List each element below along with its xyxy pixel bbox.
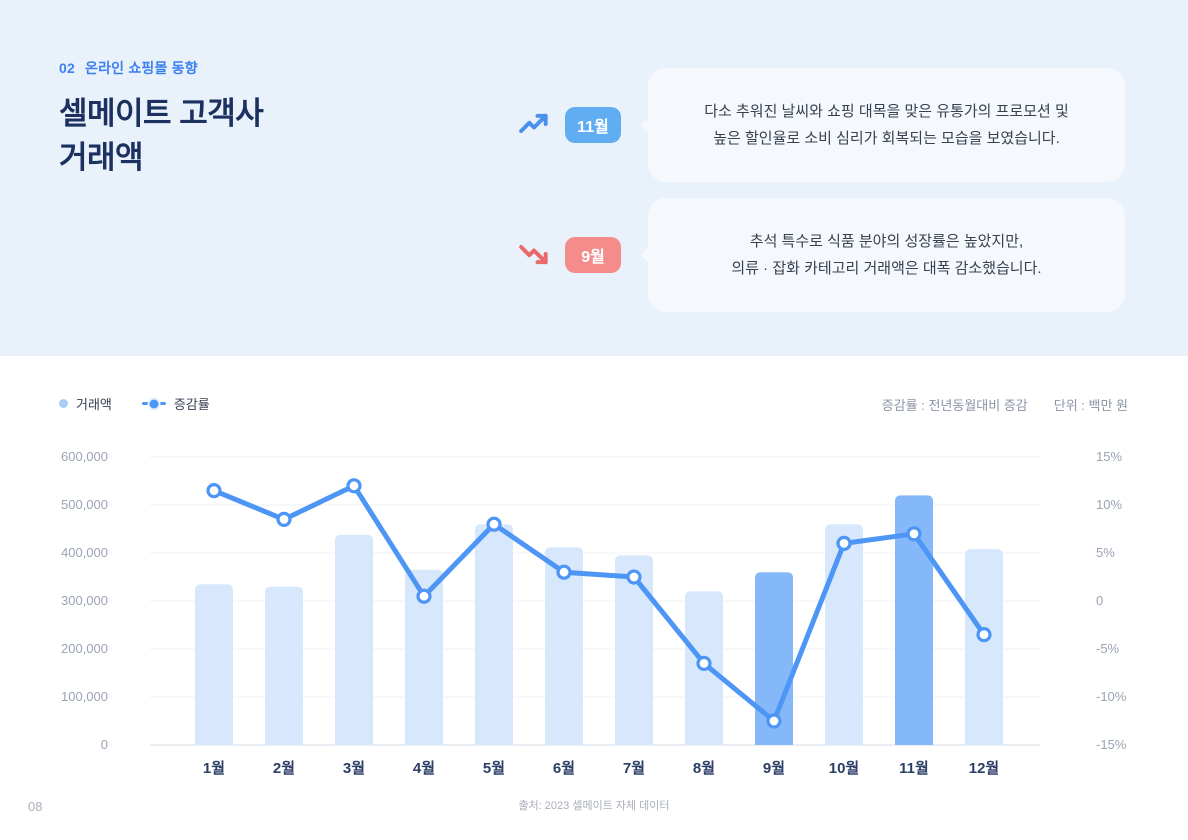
svg-text:500,000: 500,000 <box>61 497 108 512</box>
page-number: 08 <box>28 799 43 814</box>
svg-text:-15%: -15% <box>1096 737 1127 752</box>
top-banner: 02 온라인 쇼핑몰 동향 셀메이트 고객사 거래액 11월 다소 추워진 날씨와… <box>0 0 1188 356</box>
svg-text:1월: 1월 <box>203 760 225 777</box>
trend-down-icon <box>518 240 550 268</box>
svg-text:10%: 10% <box>1096 497 1122 512</box>
svg-text:0: 0 <box>101 737 108 752</box>
chart-notes: 증감률 : 전년동월대비 증감 단위 : 백만 원 <box>882 395 1128 414</box>
callout-november-line1: 다소 추워진 날씨와 쇼핑 대목을 맞은 유통가의 프로모션 및 <box>704 103 1069 120</box>
svg-text:400,000: 400,000 <box>61 545 108 560</box>
legend-item-sales: 거래액 <box>59 394 112 413</box>
card-tail <box>640 116 658 134</box>
callout-november-line2: 높은 할인율로 소비 심리가 회복되는 모습을 보였습니다. <box>713 130 1060 147</box>
card-tail <box>640 246 658 264</box>
svg-text:9월: 9월 <box>763 760 785 777</box>
svg-text:2월: 2월 <box>273 760 295 777</box>
callout-september-line2: 의류 · 잡화 카테고리 거래액은 대폭 감소했습니다. <box>731 260 1042 277</box>
svg-text:0: 0 <box>1096 593 1103 608</box>
legend-item-growth: 증감률 <box>141 394 210 413</box>
svg-text:5%: 5% <box>1096 545 1115 560</box>
callout-text-november: 다소 추워진 날씨와 쇼핑 대목을 맞은 유통가의 프로모션 및 높은 할인율로… <box>704 98 1069 152</box>
source-note: 출처: 2023 셀메이트 자체 데이터 <box>518 800 670 812</box>
legend-label-sales: 거래액 <box>76 397 112 412</box>
svg-text:10월: 10월 <box>829 760 860 777</box>
section-title: 온라인 쇼핑몰 동향 <box>84 60 198 76</box>
trend-up-icon <box>518 110 550 138</box>
page-title-line2: 거래액 <box>59 140 144 175</box>
svg-text:600,000: 600,000 <box>61 449 108 464</box>
unit-note: 단위 : 백만 원 <box>1053 398 1128 413</box>
svg-text:12월: 12월 <box>969 760 1000 777</box>
callout-text-september: 추석 특수로 식품 분야의 성장률은 높았지만, 의류 · 잡화 카테고리 거래… <box>731 228 1041 282</box>
svg-text:-10%: -10% <box>1096 689 1127 704</box>
callout-november: 11월 다소 추워진 날씨와 쇼핑 대목을 맞은 유통가의 프로모션 및 높은 … <box>0 68 1188 182</box>
combo-chart-svg: 600,000 15% 500,000 10% 400,000 5% 300,000 0 200… <box>61 449 1127 777</box>
section-number: 02 <box>59 60 75 76</box>
bar-series-marker-icon <box>59 399 68 408</box>
chart-legend: 거래액 증감률 <box>59 394 210 413</box>
callout-september: 9월 추석 특수로 식품 분야의 성장률은 높았지만, 의류 · 잡화 카테고리… <box>0 198 1188 312</box>
svg-text:7월: 7월 <box>623 760 645 777</box>
month-badge-september: 9월 <box>565 237 621 273</box>
svg-text:300,000: 300,000 <box>61 593 108 608</box>
svg-text:6월: 6월 <box>553 760 575 777</box>
page-title: 셀메이트 고객사 거래액 <box>59 92 264 180</box>
svg-text:-5%: -5% <box>1096 641 1120 656</box>
line-series-marker-icon <box>141 397 166 410</box>
callout-card-september: 추석 특수로 식품 분야의 성장률은 높았지만, 의류 · 잡화 카테고리 거래… <box>640 198 1125 312</box>
svg-text:8월: 8월 <box>693 760 715 777</box>
svg-text:11월: 11월 <box>899 760 929 777</box>
line-series-marker-dot <box>147 397 161 410</box>
svg-text:3월: 3월 <box>343 760 365 777</box>
svg-text:5월: 5월 <box>483 760 505 777</box>
section-label: 02 온라인 쇼핑몰 동향 <box>59 58 198 78</box>
callout-september-line1: 추석 특수로 식품 분야의 성장률은 높았지만, <box>749 233 1024 250</box>
combo-chart: 600,000 15% 500,000 10% 400,000 5% 300,000 0 200… <box>0 440 1188 800</box>
callout-card-november: 다소 추워진 날씨와 쇼핑 대목을 맞은 유통가의 프로모션 및 높은 할인율로… <box>640 68 1125 182</box>
svg-text:100,000: 100,000 <box>61 689 108 704</box>
svg-text:4월: 4월 <box>413 760 435 777</box>
month-badge-november: 11월 <box>565 107 621 143</box>
growth-rate-note: 증감률 : 전년동월대비 증감 <box>881 398 1028 413</box>
page-title-line1: 셀메이트 고객사 <box>59 96 264 131</box>
svg-text:15%: 15% <box>1096 449 1122 464</box>
svg-text:200,000: 200,000 <box>61 641 108 656</box>
legend-label-growth: 증감률 <box>173 397 210 412</box>
